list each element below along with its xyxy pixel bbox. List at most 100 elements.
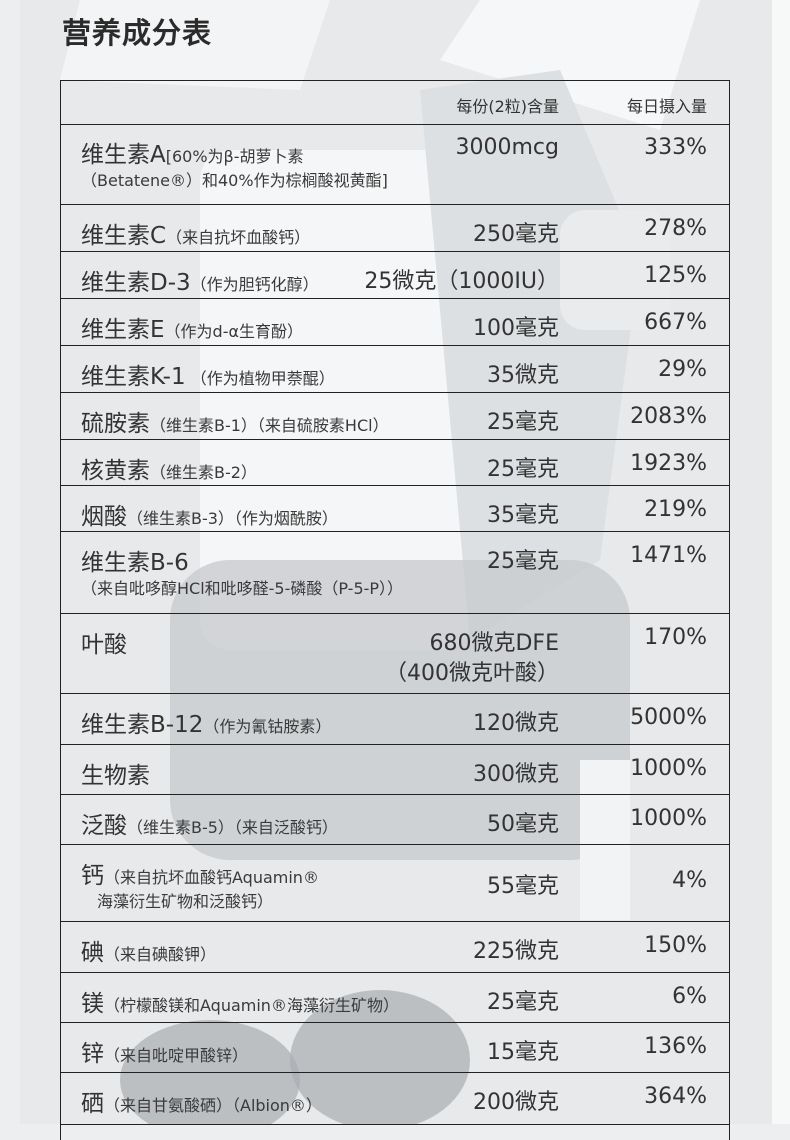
daily-value: 6%	[672, 984, 707, 1009]
header-amount: 每份(2粒)含量	[456, 97, 559, 116]
nutrient-note: （作为植物甲萘醌）	[185, 369, 335, 388]
nutrient-name-main: 维生素B-12	[81, 712, 204, 738]
table-row: 叶酸 680微克DFE （400微克叶酸） 170%	[61, 614, 729, 694]
table-row: 硫胺素（维生素B-1）（来自硫胺素HCl） 25毫克 2083%	[61, 393, 729, 440]
nutrient-note: （来自抗坏血酸钙）	[166, 228, 311, 247]
nutrient-note: （来自抗坏血酸钙Aquamin®	[104, 868, 319, 887]
nutrient-note: （作为胆钙化醇）	[190, 275, 319, 294]
amount-per-serving: 250毫克	[473, 222, 559, 247]
amount-per-serving: 100毫克	[473, 316, 559, 341]
nutrient-subnote: （来自吡哆醇HCl和吡哆醛-5-磷酸（P-5-P））	[81, 579, 404, 598]
daily-value: 333%	[644, 135, 707, 160]
table-row: 维生素E（作为d-α生育酚） 100毫克 667%	[61, 299, 729, 346]
nutrient-name: 维生素B-12（作为氰钴胺素）	[81, 705, 331, 739]
nutrient-name-main: 生物素	[81, 763, 150, 789]
table-row: 维生素C（来自抗坏血酸钙） 250毫克 278%	[61, 205, 729, 252]
daily-value: 125%	[644, 263, 707, 288]
nutrient-name: 硒（来自甘氨酸硒）（Albion®）	[81, 1084, 322, 1118]
daily-value: 1000%	[630, 756, 707, 781]
nutrient-name-main: 维生素B-6	[81, 550, 189, 576]
table-row: 碘（来自碘酸钾） 225微克 150%	[61, 922, 729, 973]
amount-per-serving: 225微克	[473, 939, 559, 964]
nutrient-name: 镁（柠檬酸镁和Aquamin®海藻衍生矿物）	[81, 984, 399, 1018]
nutrient-note: （维生素B-3）（作为烟酰胺）	[127, 509, 338, 528]
nutrient-subnote: 海藻衍生矿物和泛酸钙）	[97, 892, 274, 911]
nutrient-name: 维生素E（作为d-α生育酚）	[81, 310, 303, 344]
daily-value: 278%	[644, 216, 707, 241]
table-row: 锌（来自吡啶甲酸锌） 15毫克 136%	[61, 1023, 729, 1073]
table-row: 维生素B-12（作为氰钴胺素） 120微克 5000%	[61, 694, 729, 745]
page-title: 营养成分表	[62, 16, 213, 50]
table-row: 镁（柠檬酸镁和Aquamin®海藻衍生矿物） 25毫克 6%	[61, 973, 729, 1023]
daily-value: 1471%	[630, 543, 707, 568]
nutrient-name: 生物素	[81, 756, 150, 790]
nutrient-note: （维生素B-1）（来自硫胺素HCl）	[150, 416, 389, 435]
nutrient-name-main: 叶酸	[81, 632, 127, 658]
nutrient-name-main: 镁	[81, 991, 104, 1017]
nutrient-name: 钙（来自抗坏血酸钙Aquamin®	[81, 856, 319, 890]
nutrient-name: 烟酸（维生素B-3）（作为烟酰胺）	[81, 497, 338, 531]
nutrient-note: （作为d-α生育酚）	[164, 322, 304, 341]
nutrient-name: 维生素B-6	[81, 543, 189, 577]
table-row: 烟酸（维生素B-3）（作为烟酰胺） 35毫克 219%	[61, 486, 729, 532]
table-row: 泛酸（维生素B-5）（来自泛酸钙） 50毫克 1000%	[61, 795, 729, 845]
nutrient-note: [60%为β-胡萝卜素	[165, 147, 304, 166]
amount-per-serving: 25微克（1000IU）	[364, 269, 559, 294]
nutrient-name-main: 烟酸	[81, 504, 127, 530]
amount-per-serving: 25毫克	[487, 410, 559, 435]
nutrient-note: （来自甘氨酸硒）（Albion®）	[104, 1096, 322, 1115]
amount-per-serving: 55毫克	[487, 874, 559, 899]
amount-per-serving: 25毫克	[487, 457, 559, 482]
table-row: 维生素A[60%为β-胡萝卜素 （Betatene®）和40%作为棕榈酸视黄酯] 3…	[61, 124, 729, 205]
nutrient-note: （作为氰钴胺素）	[203, 717, 332, 736]
daily-value: 29%	[658, 357, 707, 382]
nutrient-name: 碘（来自碘酸钾）	[81, 933, 216, 967]
table-row: 核黄素（维生素B-2） 25毫克 1923%	[61, 440, 729, 486]
nutrient-name-main: 钙	[81, 863, 104, 889]
nutrient-name-main: 维生素C	[81, 223, 167, 249]
daily-value: 5000%	[630, 705, 707, 730]
table-row: 钙（来自抗坏血酸钙Aquamin® 海藻衍生矿物和泛酸钙） 55毫克 4%	[61, 845, 729, 922]
nutrient-note: （维生素B-5）（来自泛酸钙）	[127, 818, 338, 837]
amount-per-serving: 50毫克	[487, 812, 559, 837]
amount-per-serving: 35毫克	[487, 503, 559, 528]
table-header: 每份(2粒)含量 每日摄入量	[61, 81, 729, 125]
daily-value: 150%	[644, 933, 707, 958]
nutrient-name-main: 维生素E	[81, 317, 165, 343]
nutrient-note: （柠檬酸镁和Aquamin®海藻衍生矿物）	[104, 996, 399, 1015]
daily-value: 2083%	[630, 404, 707, 429]
daily-value: 219%	[644, 497, 707, 522]
daily-value: 667%	[644, 310, 707, 335]
nutrition-table: 每份(2粒)含量 每日摄入量 维生素A[60%为β-胡萝卜素 （Betatene®…	[60, 80, 730, 1140]
daily-value: 1000%	[630, 806, 707, 831]
nutrient-name-main: 维生素K-1	[81, 364, 186, 390]
nutrient-name: 维生素K-1 （作为植物甲萘醌）	[81, 357, 335, 391]
nutrient-name-main: 碘	[81, 940, 104, 966]
nutrient-subnote: （Betatene®）和40%作为棕榈酸视黄酯]	[81, 171, 388, 190]
nutrient-name-main: 硫胺素	[81, 411, 150, 437]
daily-value: 136%	[644, 1034, 707, 1059]
nutrient-name: 泛酸（维生素B-5）（来自泛酸钙）	[81, 806, 338, 840]
nutrient-name: 锌（来自吡啶甲酸锌）	[81, 1034, 248, 1068]
daily-value: 4%	[672, 868, 707, 893]
nutrient-note: （来自碘酸钾）	[104, 945, 217, 964]
amount-per-serving: 25毫克	[487, 549, 559, 574]
nutrient-name: 核黄素（维生素B-2）	[81, 451, 257, 485]
table-row: 维生素K-1 （作为植物甲萘醌） 35微克 29%	[61, 346, 729, 393]
amount-per-serving: 35微克	[487, 363, 559, 388]
amount-per-serving: 15毫克	[487, 1040, 559, 1065]
nutrient-name-main: 锌	[81, 1041, 104, 1067]
nutrient-note: （维生素B-2）	[150, 463, 257, 482]
amount-per-serving: 200微克	[473, 1090, 559, 1115]
table-row: 维生素D-3（作为胆钙化醇） 25微克（1000IU） 125%	[61, 252, 729, 299]
nutrient-name-main: 核黄素	[81, 458, 150, 484]
nutrient-name-main: 泛酸	[81, 813, 127, 839]
table-row: 生物素 300微克 1000%	[61, 745, 729, 795]
header-daily: 每日摄入量	[626, 97, 707, 116]
nutrient-name: 叶酸	[81, 625, 127, 659]
nutrient-name: 维生素D-3（作为胆钙化醇）	[81, 263, 319, 297]
nutrient-name-main: 维生素D-3	[81, 270, 191, 296]
nutrient-name: 硫胺素（维生素B-1）（来自硫胺素HCl）	[81, 404, 389, 438]
table-row: 维生素B-6 （来自吡哆醇HCl和吡哆醛-5-磷酸（P-5-P）） 25毫克 1471…	[61, 532, 729, 614]
amount-per-serving: 120微克	[473, 711, 559, 736]
